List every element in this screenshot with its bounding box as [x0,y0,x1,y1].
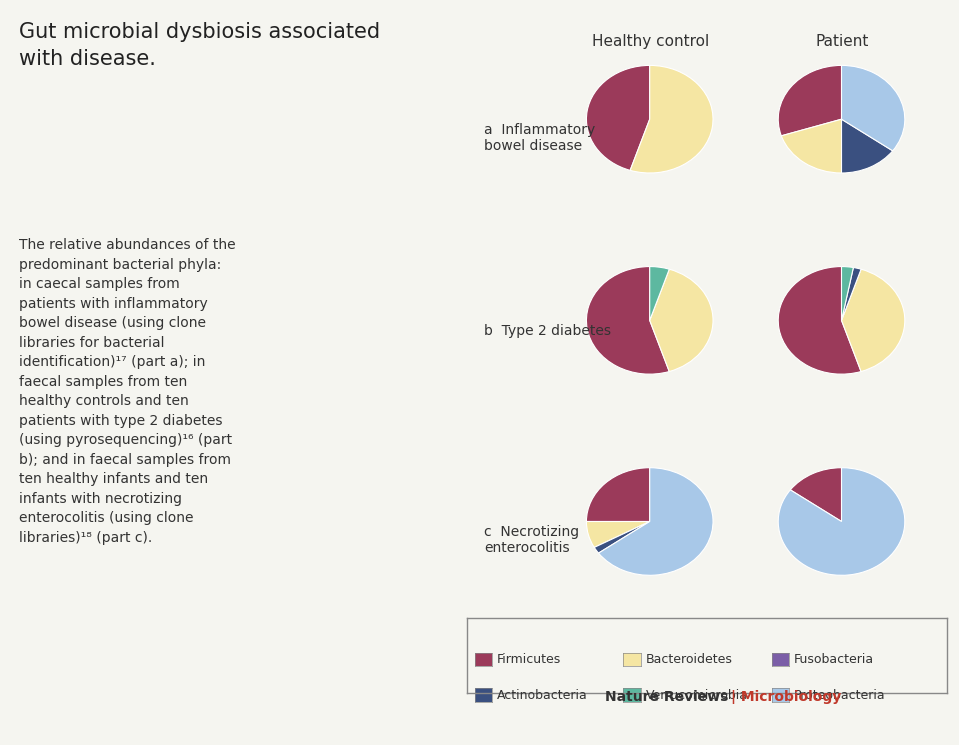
Wedge shape [842,269,905,372]
Text: The relative abundances of the
predominant bacterial phyla:
in caecal samples fr: The relative abundances of the predomina… [19,238,236,545]
Text: b  Type 2 diabetes: b Type 2 diabetes [484,324,611,338]
Wedge shape [842,267,861,320]
Wedge shape [842,267,854,320]
Wedge shape [842,119,893,173]
Text: c  Necrotizing
enterocolitis: c Necrotizing enterocolitis [484,525,579,556]
Text: | Microbiology: | Microbiology [731,690,841,704]
Wedge shape [598,468,713,575]
Text: Bacteroidetes: Bacteroidetes [645,653,733,666]
Text: Gut microbial dysbiosis associated
with disease.: Gut microbial dysbiosis associated with … [19,22,381,69]
Wedge shape [595,522,650,553]
Wedge shape [650,267,669,320]
Text: Proteobacteria: Proteobacteria [794,688,886,702]
Wedge shape [779,66,842,136]
Wedge shape [779,267,861,374]
Wedge shape [782,119,842,173]
Wedge shape [650,269,713,372]
Wedge shape [630,66,713,173]
Text: Firmicutes: Firmicutes [497,653,561,666]
Text: Healthy control: Healthy control [592,34,709,48]
Text: Verrucomicrobia: Verrucomicrobia [645,688,747,702]
Wedge shape [790,468,842,522]
Text: Fusobacteria: Fusobacteria [794,653,875,666]
Text: Patient: Patient [815,34,869,48]
Wedge shape [842,66,904,150]
Wedge shape [587,66,650,171]
Text: Nature Reviews: Nature Reviews [605,690,729,704]
Wedge shape [587,468,650,522]
Text: Actinobacteria: Actinobacteria [497,688,588,702]
Wedge shape [587,267,669,374]
Wedge shape [587,522,650,548]
Text: a  Inflammatory
bowel disease: a Inflammatory bowel disease [484,123,596,153]
Wedge shape [779,468,904,575]
